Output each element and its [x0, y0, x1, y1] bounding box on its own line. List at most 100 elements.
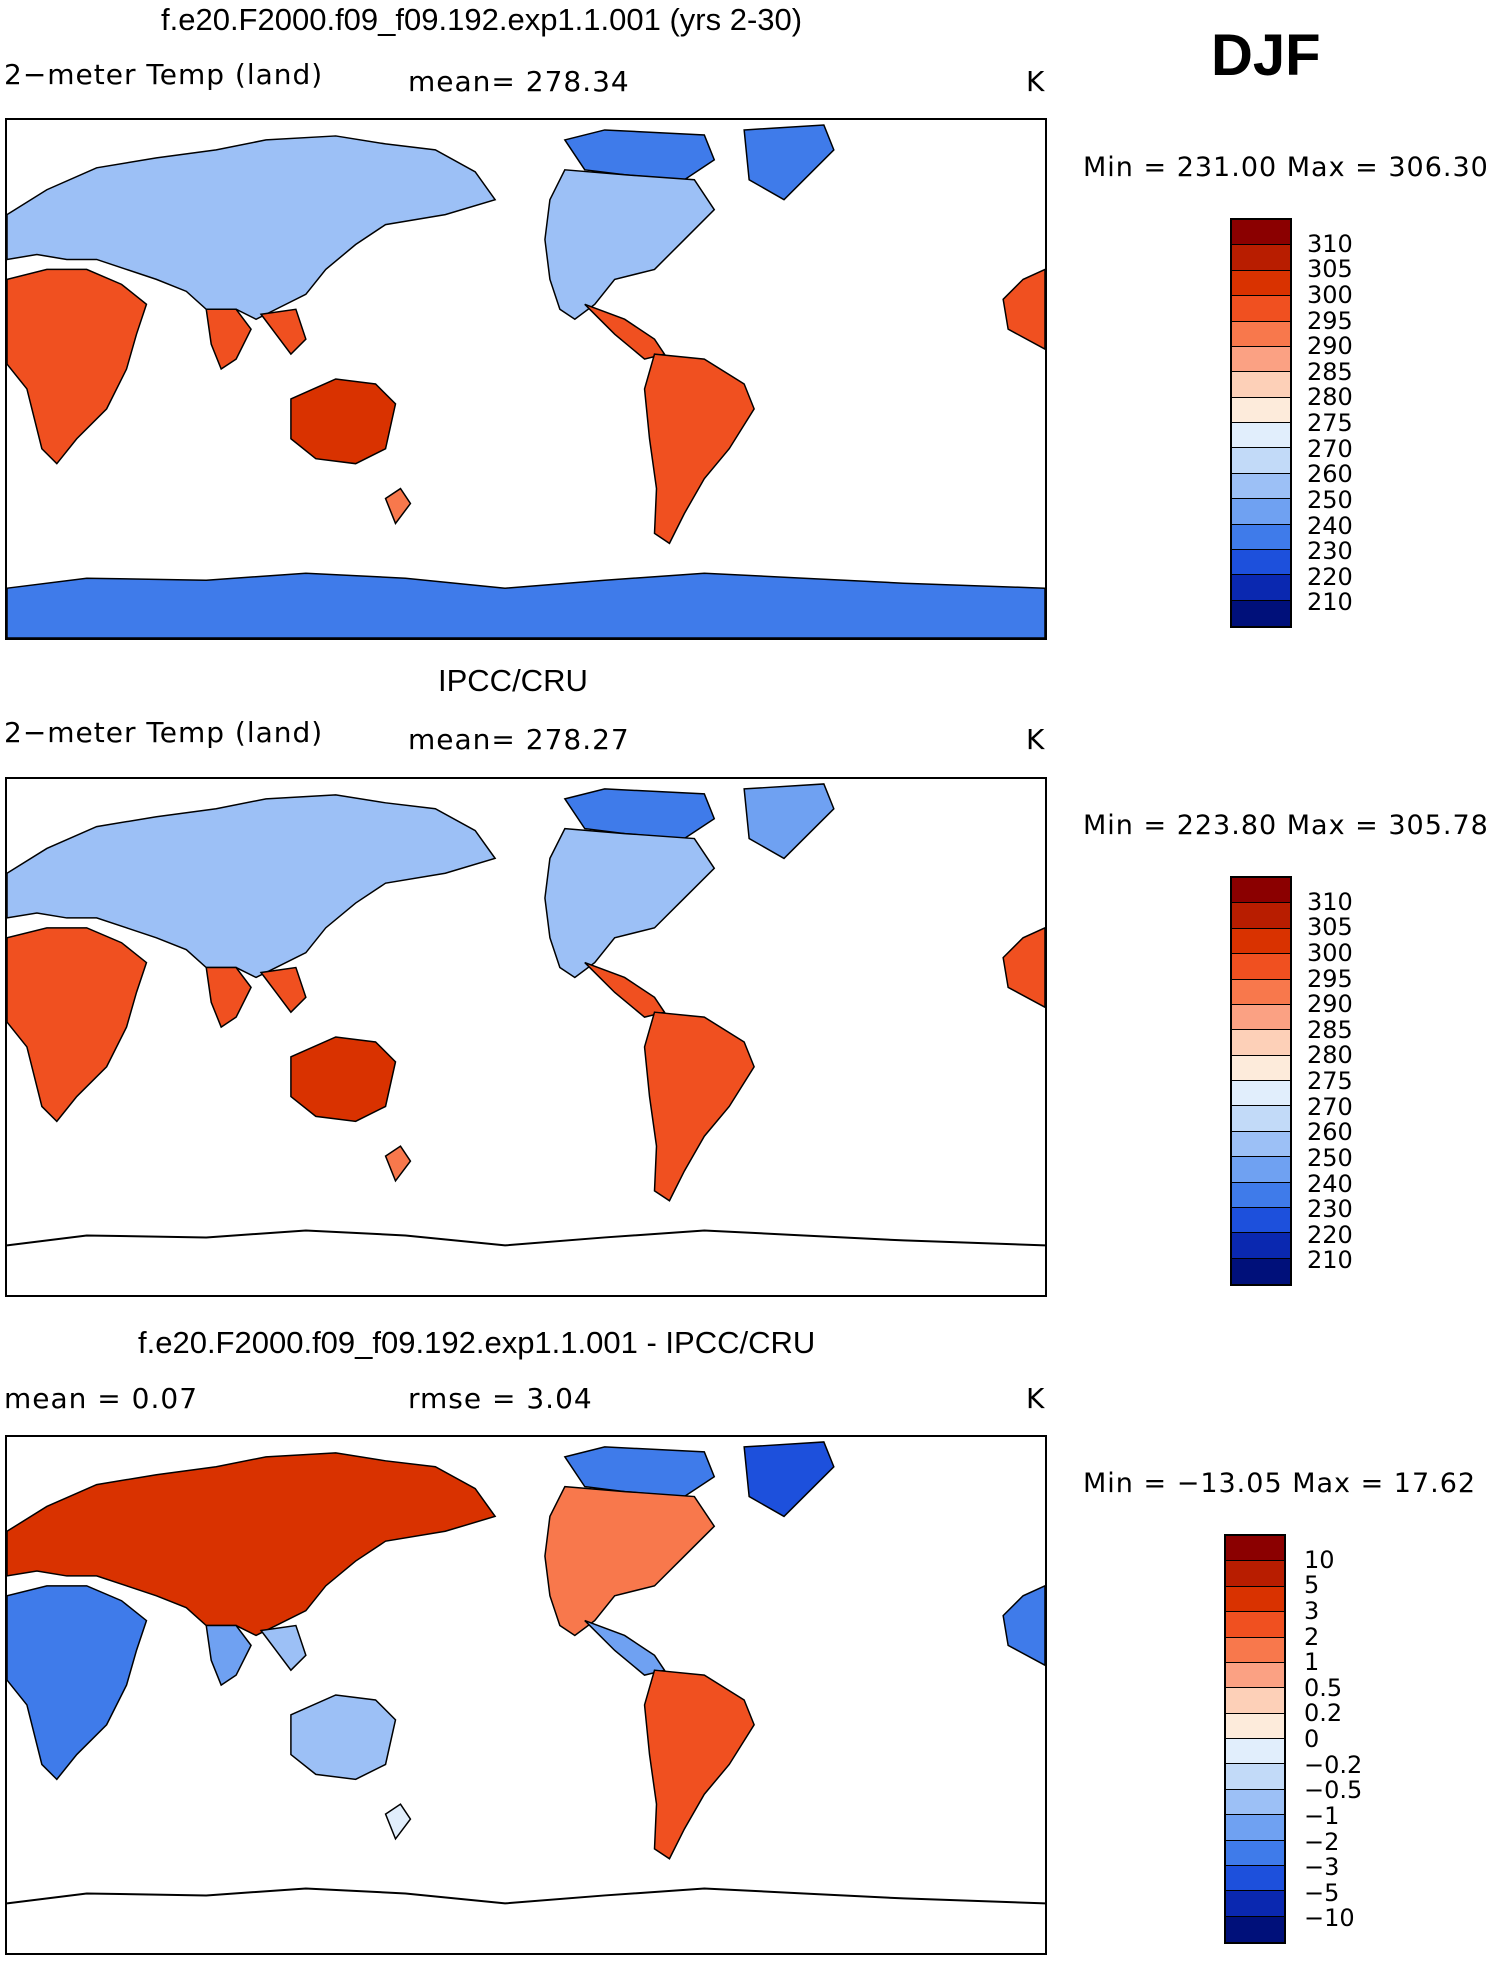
colorbar-box [1232, 1182, 1290, 1208]
minmax-label: Min = −13.05 Max = 17.62 [1083, 1468, 1477, 1499]
colorbar-tick-label: 275 [1307, 409, 1353, 437]
colorbar-box [1232, 1004, 1290, 1031]
colorbar-box [1232, 1131, 1290, 1158]
land-samerica [643, 1011, 755, 1202]
colorbar-box [1226, 1789, 1284, 1816]
land-camerica [584, 961, 666, 1018]
colorbar-box [1232, 321, 1290, 347]
colorbar-tick-label: −10 [1304, 1904, 1355, 1933]
colorbar-tick-label: 305 [1307, 255, 1353, 284]
colorbar-box [1232, 954, 1290, 980]
coastline-antarctica [7, 1229, 1045, 1247]
land-camerica [584, 303, 666, 360]
colorbar-box [1232, 1233, 1290, 1259]
colorbar-box [1232, 270, 1290, 297]
colorbar-box [1232, 499, 1290, 525]
colorbar-tick-label: 285 [1307, 357, 1353, 386]
colorbar-tick-label: 295 [1307, 306, 1353, 335]
colorbar-box [1232, 296, 1290, 322]
variable-label: 2−meter Temp (land) [4, 58, 324, 91]
colorbar-box [1232, 903, 1290, 929]
panel-title: f.e20.F2000.f09_f09.192.exp1.1.001 (yrs … [161, 2, 803, 37]
colorbar-box [1232, 1055, 1290, 1081]
colorbar-tick-label: 305 [1307, 913, 1353, 942]
rmse-label: rmse = 3.04 [408, 1382, 593, 1415]
colorbar [1230, 218, 1292, 628]
map-frame [5, 777, 1047, 1297]
colorbar-box [1226, 1865, 1284, 1892]
colorbar-tick-label: 210 [1307, 588, 1353, 617]
land-antarctica [7, 572, 1045, 638]
colorbar-box [1226, 1612, 1284, 1638]
colorbar-box [1232, 346, 1290, 373]
colorbar-labels: 310 305 300 295 290 285 280 275 270 260 250 240 230 2… [1307, 218, 1427, 628]
land-greenland [743, 124, 835, 201]
colorbar-box [1226, 1764, 1284, 1790]
coastline-antarctica [7, 1887, 1045, 1905]
world-map [7, 124, 1045, 638]
colorbar-tick-label: 270 [1307, 434, 1353, 463]
land-westafrica_r [1002, 927, 1045, 1009]
land-nz [384, 487, 412, 525]
colorbar-box [1226, 1536, 1284, 1562]
colorbar-tick-label: 230 [1307, 537, 1353, 566]
colorbar-box [1232, 448, 1290, 474]
land-australia [290, 378, 397, 465]
colorbar-tick-label: 270 [1307, 1092, 1353, 1121]
colorbar-tick-label: −5 [1304, 1878, 1340, 1907]
land-camerica [584, 1619, 666, 1676]
land-arctic_na [563, 129, 716, 181]
land-eurasia [7, 794, 497, 979]
colorbar [1224, 1534, 1286, 1944]
colorbar-tick-label: 1 [1304, 1648, 1320, 1677]
colorbar-box [1232, 372, 1290, 398]
land-eurasia [7, 135, 497, 321]
land-australia [290, 1694, 397, 1781]
colorbar-box [1232, 245, 1290, 271]
land-greenland [743, 783, 835, 860]
colorbar-tick-label: −0.2 [1304, 1750, 1363, 1779]
colorbar [1230, 876, 1292, 1286]
colorbar-box [1232, 423, 1290, 449]
colorbar-tick-label: 2 [1304, 1622, 1320, 1651]
map-frame [5, 118, 1047, 640]
colorbar-box [1226, 1916, 1284, 1942]
colorbar-tick-label: −2 [1304, 1827, 1340, 1856]
colorbar-tick-label: 5 [1304, 1571, 1320, 1600]
land-samerica [643, 353, 755, 545]
colorbar-tick-label: 290 [1307, 990, 1353, 1019]
panel-title: IPCC/CRU [438, 663, 588, 698]
world-map [7, 783, 1045, 1247]
world-map [7, 1441, 1045, 1905]
colorbar-box [1226, 1586, 1284, 1613]
colorbar-tick-label: 280 [1307, 1041, 1353, 1070]
land-westafrica_r [1002, 1585, 1045, 1667]
colorbar-box [1232, 979, 1290, 1005]
colorbar-tick-label: 260 [1307, 460, 1353, 489]
colorbar-box [1232, 1030, 1290, 1056]
land-namerica [544, 1485, 716, 1637]
colorbar-tick-label: 240 [1307, 511, 1353, 540]
colorbar-tick-label: 290 [1307, 332, 1353, 361]
unit-label: K [1026, 1382, 1046, 1415]
colorbar-tick-label: 240 [1307, 1169, 1353, 1198]
minmax-label: Min = 231.00 Max = 306.30 [1083, 152, 1489, 183]
colorbar-tick-label: 260 [1307, 1118, 1353, 1147]
colorbar-box [1232, 1081, 1290, 1107]
land-seasia [259, 966, 307, 1014]
land-india [205, 1624, 252, 1687]
colorbar-tick-label: 310 [1307, 887, 1353, 916]
colorbar-box [1232, 473, 1290, 500]
minmax-label: Min = 223.80 Max = 305.78 [1083, 810, 1489, 841]
colorbar-tick-label: 0.2 [1304, 1699, 1343, 1728]
colorbar-tick-label: 230 [1307, 1195, 1353, 1224]
season-label: DJF [1211, 23, 1321, 88]
land-samerica [643, 1669, 755, 1860]
colorbar-box [1232, 524, 1290, 550]
land-eurasia [7, 1452, 497, 1637]
mean-label: mean= 278.27 [408, 723, 630, 756]
land-australia [290, 1036, 397, 1123]
colorbar-tick-label: 0.5 [1304, 1673, 1343, 1702]
colorbar-tick-label: −0.5 [1304, 1776, 1363, 1805]
colorbar-box [1232, 397, 1290, 423]
